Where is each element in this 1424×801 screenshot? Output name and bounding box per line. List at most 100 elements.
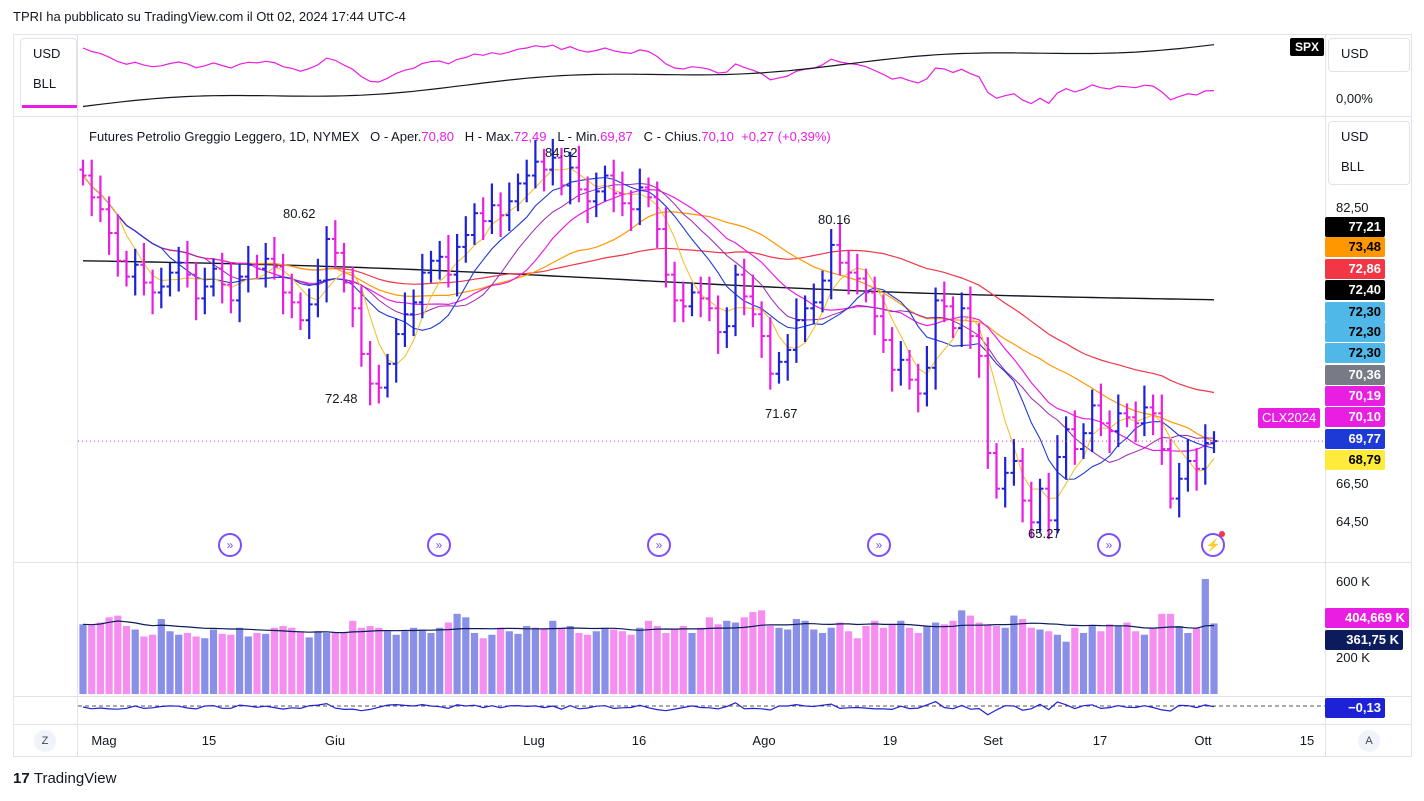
volume-bar [1036, 629, 1044, 694]
volume-bar [557, 627, 566, 694]
top-left-scale[interactable]: USD BLL [20, 38, 77, 108]
volume-bar [253, 633, 261, 694]
volume-bar [218, 633, 226, 694]
z-button[interactable]: Z [34, 730, 56, 752]
event-icon[interactable]: » [647, 533, 671, 557]
volume-bar [610, 629, 618, 694]
annotation-low-71-67: 71.67 [765, 406, 798, 421]
volume-bar [131, 629, 139, 694]
volume-bar [410, 627, 418, 694]
volume-bar [1097, 631, 1105, 694]
a-button[interactable]: A [1358, 730, 1380, 752]
event-icon[interactable]: » [1097, 533, 1121, 557]
chart-frame [13, 34, 1412, 757]
date-axis-border [13, 724, 1412, 725]
volume-bar [845, 631, 853, 694]
date-label: 17 [1092, 733, 1108, 748]
volume-bar [157, 619, 165, 694]
volume-bar [323, 633, 331, 694]
volume-bar [905, 627, 914, 694]
price-tag: 68,79 [1325, 450, 1385, 470]
pane-separator-osc[interactable] [13, 696, 1412, 697]
price-tag: 72,30 [1325, 302, 1385, 322]
event-icon[interactable]: » [218, 533, 242, 557]
volume-bar [1088, 626, 1096, 694]
volume-bar [601, 627, 609, 694]
volume-bar [888, 624, 896, 694]
volume-bar [1201, 578, 1209, 694]
volume-bar [1019, 619, 1027, 694]
volume-bar [305, 637, 313, 694]
volume-bar [523, 626, 531, 694]
volume-bar [992, 626, 1001, 694]
volume-bar [236, 627, 244, 694]
symbol-tag[interactable]: CLX2024 [1258, 408, 1321, 428]
volume-bar [427, 633, 435, 694]
volume-bar [540, 629, 548, 694]
volume-bar [801, 620, 809, 694]
volume-bar [1053, 634, 1061, 694]
volume-bar [897, 620, 905, 694]
main-right-unit: BLL [1341, 159, 1365, 174]
annotation-high-80-16: 80.16 [818, 212, 851, 227]
volume-bar [140, 636, 148, 694]
volume-tick: 600 K [1336, 574, 1370, 589]
date-label: Ago [752, 733, 776, 748]
tv-logo-icon: 17 [13, 770, 30, 787]
volume-bar [758, 610, 766, 694]
volume-bar [949, 620, 957, 694]
volume-bar [827, 627, 835, 694]
volume-bar [1193, 627, 1201, 694]
event-icon[interactable]: » [867, 533, 891, 557]
ma-purple-line [82, 175, 1215, 463]
legend-open-label: O - Aper. [370, 129, 422, 144]
volume-bar [792, 619, 800, 694]
top-right-scale[interactable]: USD [1328, 38, 1410, 72]
volume-tag: 404,669 K [1325, 608, 1409, 628]
legend-close: 70,10 [701, 129, 734, 144]
volume-bar [810, 629, 818, 694]
volume-bar [914, 633, 922, 694]
spx-compare-tag[interactable]: SPX [1290, 38, 1325, 56]
notification-dot-icon [1219, 531, 1225, 537]
volume-bar [1106, 624, 1114, 694]
volume-bar [975, 622, 983, 694]
volume-bar [96, 622, 104, 694]
volume-ma-tag: 361,75 K [1325, 630, 1403, 650]
volume-bar [836, 622, 844, 694]
volume-bar [375, 627, 383, 694]
volume-bar [688, 633, 696, 694]
legend-title: Futures Petrolio Greggio Leggero, 1D, NY… [89, 129, 360, 144]
volume-bar [1010, 615, 1018, 694]
volume-bar [183, 633, 191, 694]
volume-bar [879, 627, 887, 694]
tradingview-logo[interactable]: 17 TradingView [13, 770, 116, 787]
top-right-currency: USD [1341, 46, 1369, 61]
main-right-scale[interactable]: USD BLL [1328, 121, 1410, 185]
volume-bar [270, 627, 278, 694]
volume-bar [662, 633, 670, 694]
legend-open: 70,80 [421, 129, 454, 144]
volume-bar [227, 634, 235, 694]
event-icon[interactable]: » [427, 533, 451, 557]
lightning-icon[interactable]: ⚡ [1201, 533, 1225, 557]
volume-bar [1001, 627, 1009, 694]
volume-bar [679, 626, 687, 694]
price-tick: 64,50 [1336, 514, 1369, 529]
volume-bar [1175, 626, 1183, 694]
price-tag: 77,21 [1325, 217, 1385, 237]
volume-bar [644, 620, 653, 694]
volume-ma-line [82, 620, 1215, 634]
volume-bar [818, 633, 827, 694]
volume-bar [340, 632, 348, 694]
legend-close-label: C - Chius. [643, 129, 702, 144]
volume-bar [1123, 622, 1131, 694]
symbol-legend[interactable]: Futures Petrolio Greggio Leggero, 1D, NY… [89, 129, 831, 144]
pane-separator-top[interactable] [13, 116, 1412, 117]
volume-bar [1062, 641, 1070, 694]
top-left-unit-underline [22, 105, 77, 108]
legend-low: 69,87 [600, 129, 633, 144]
volume-bar [714, 624, 722, 694]
pane-separator-volume[interactable] [13, 562, 1412, 563]
